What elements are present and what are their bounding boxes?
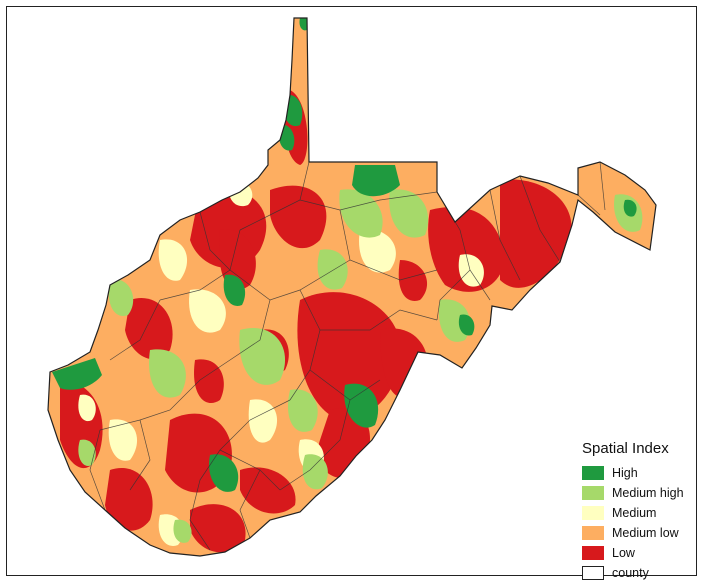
legend-swatch-medium-low xyxy=(582,526,604,540)
legend-swatch-low xyxy=(582,546,604,560)
legend-item-county: county xyxy=(582,563,694,583)
legend-item-medium-high: Medium high xyxy=(582,483,694,503)
county-borders xyxy=(89,161,606,551)
legend-swatch-county xyxy=(582,566,604,580)
medium-high-regions xyxy=(78,189,643,543)
legend-item-medium-low: Medium low xyxy=(582,523,694,543)
legend-item-medium: Medium xyxy=(582,503,694,523)
legend-item-high: High xyxy=(582,463,694,483)
legend-title: Spatial Index xyxy=(582,440,669,457)
legend-label: Medium low xyxy=(612,526,679,540)
legend-label: High xyxy=(612,466,638,480)
legend-label: Low xyxy=(612,546,635,560)
legend-item-low: Low xyxy=(582,543,694,563)
medium-regions xyxy=(78,179,484,546)
high-regions xyxy=(52,18,637,492)
legend-label: Medium xyxy=(612,506,657,520)
legend-swatch-medium xyxy=(582,506,604,520)
legend-label: Medium high xyxy=(612,486,684,500)
legend-label: county xyxy=(612,566,649,580)
map-legend: Spatial Index High Medium high Medium Me… xyxy=(582,440,694,583)
legend-swatch-medium-high xyxy=(582,486,604,500)
legend-swatch-high xyxy=(582,466,604,480)
